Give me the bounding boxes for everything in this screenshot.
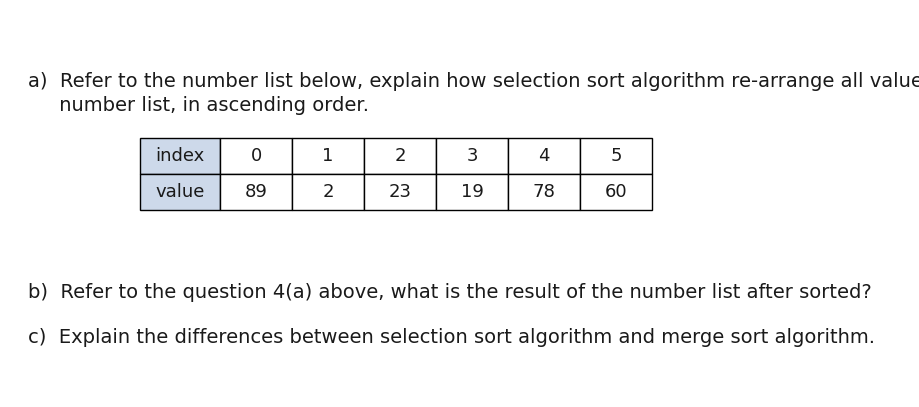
Bar: [220, 174, 292, 210]
Bar: [508, 174, 580, 210]
Bar: [364, 138, 436, 174]
Text: index: index: [155, 147, 205, 165]
Text: 2: 2: [394, 147, 406, 165]
Bar: [292, 138, 364, 174]
Text: 78: 78: [533, 183, 555, 201]
Text: 4: 4: [539, 147, 550, 165]
Bar: [436, 138, 508, 174]
Text: 23: 23: [389, 183, 412, 201]
Bar: [220, 138, 292, 174]
Text: value: value: [155, 183, 205, 201]
Text: 2: 2: [323, 183, 334, 201]
Bar: [292, 174, 364, 210]
Text: 0: 0: [250, 147, 262, 165]
Text: c)  Explain the differences between selection sort algorithm and merge sort algo: c) Explain the differences between selec…: [28, 328, 875, 347]
Text: number list, in ascending order.: number list, in ascending order.: [28, 96, 369, 115]
Bar: [580, 174, 652, 210]
Text: 1: 1: [323, 147, 334, 165]
Text: 19: 19: [460, 183, 483, 201]
Bar: [580, 138, 652, 174]
Bar: [364, 174, 436, 210]
Bar: [436, 174, 508, 210]
Text: 5: 5: [610, 147, 622, 165]
Bar: [140, 138, 220, 174]
Text: 60: 60: [605, 183, 628, 201]
Text: 89: 89: [244, 183, 267, 201]
Bar: [508, 138, 580, 174]
Bar: [140, 174, 220, 210]
Text: a)  Refer to the number list below, explain how selection sort algorithm re-arra: a) Refer to the number list below, expla…: [28, 72, 919, 91]
Text: b)  Refer to the question 4(a) above, what is the result of the number list afte: b) Refer to the question 4(a) above, wha…: [28, 283, 872, 302]
Text: 3: 3: [466, 147, 478, 165]
